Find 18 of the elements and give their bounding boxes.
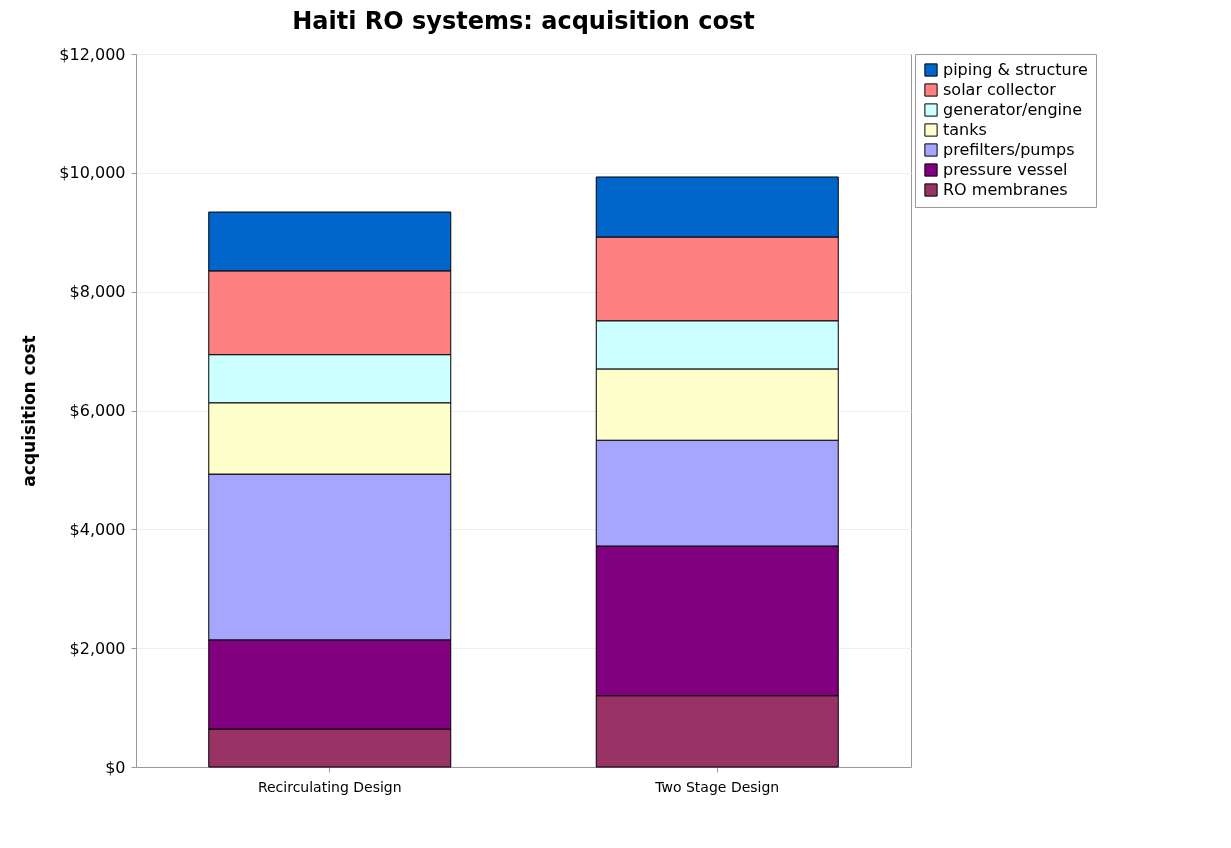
y-tick-label: $2,000 [69, 638, 126, 658]
chart-title: Haiti RO systems: acquisition cost [292, 7, 755, 35]
legend-label: piping & structure [943, 60, 1088, 79]
legend-label: RO membranes [943, 180, 1068, 199]
y-tick-label: $4,000 [69, 519, 126, 539]
y-tick-label: $12,000 [59, 44, 126, 64]
x-tick-label: Recirculating Design [257, 778, 402, 795]
legend-label: solar collector [943, 80, 1057, 99]
y-tick-label: $8,000 [69, 282, 126, 302]
y-axis-title: acquisition cost [19, 335, 40, 487]
y-tick-label: $0 [105, 757, 126, 777]
y-tick-label: $10,000 [59, 163, 126, 183]
legend-label: prefilters/pumps [943, 140, 1075, 159]
legend-label: tanks [943, 120, 987, 139]
y-tick-label: $6,000 [69, 401, 126, 420]
x-tick-label: Two Stage Design [654, 778, 780, 795]
legend-label: pressure vessel [943, 160, 1068, 179]
legend-label: generator/engine [943, 100, 1082, 119]
